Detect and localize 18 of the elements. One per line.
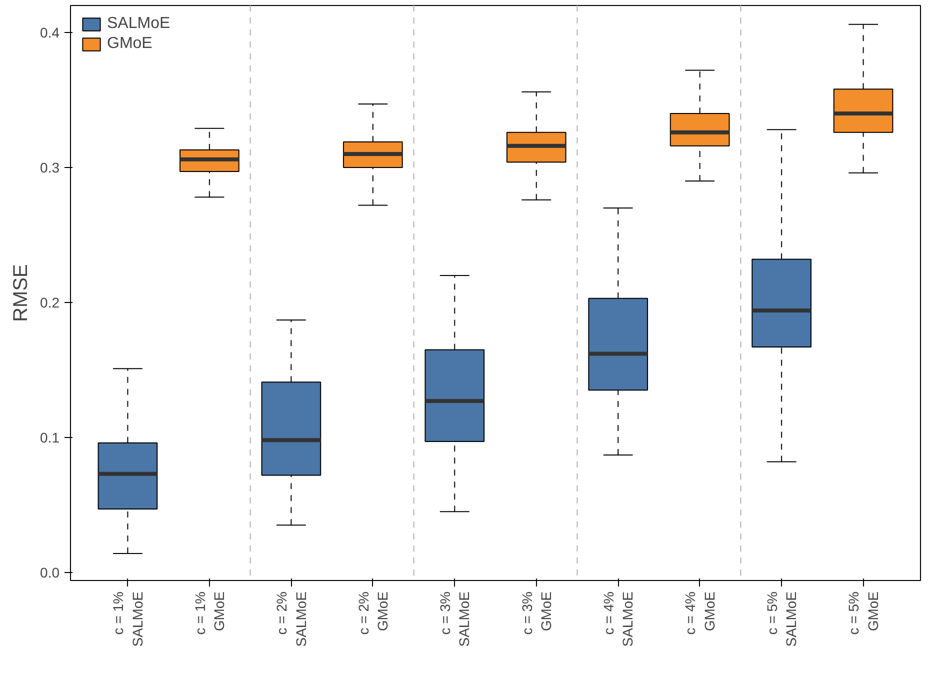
y-tick-label: 0.4 xyxy=(40,24,60,40)
legend-label: GMoE xyxy=(107,35,152,53)
y-tick-label: 0.0 xyxy=(40,564,60,580)
y-tick-label: 0.2 xyxy=(40,294,60,310)
x-tick-label: c = 5% GMoE xyxy=(846,591,881,635)
x-tick-label: c = 4% SALMoE xyxy=(600,591,636,647)
y-tick-label: 0.1 xyxy=(40,429,60,446)
legend-label: SALMoE xyxy=(107,15,170,33)
y-tick-label: 0.3 xyxy=(40,159,60,176)
x-tick-label: c = 3% SALMoE xyxy=(437,591,472,647)
x-tick-label: c = 4% GMoE xyxy=(682,591,718,635)
x-tick-label: c = 5% SALMoE xyxy=(764,591,800,647)
y-axis-title: RMSE xyxy=(10,264,32,322)
x-tick-label: c = 1% SALMoE xyxy=(110,591,146,647)
x-tick-label: c = 3% GMoE xyxy=(518,591,554,635)
x-tick-label: c = 2% SALMoE xyxy=(274,591,309,647)
x-tick-label: c = 2% GMoE xyxy=(355,591,391,635)
x-tick-label: c = 1% GMoE xyxy=(192,591,228,635)
